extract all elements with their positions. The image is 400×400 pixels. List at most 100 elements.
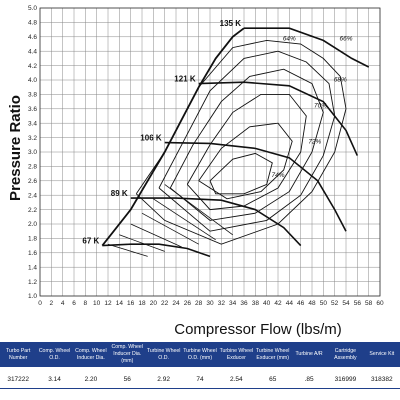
x-tick-label: 4 — [61, 300, 65, 307]
spec-header-cell: Service Kit — [363, 342, 400, 367]
spec-table: Turbo Part Number Comp. Wheel O.D. Comp. W… — [0, 342, 400, 400]
y-tick-label: 3.6 — [28, 106, 37, 113]
x-tick-label: 38 — [252, 300, 260, 307]
x-tick-label: 50 — [320, 300, 328, 307]
spec-header-cell: Comp. Wheel Inducer Dia. — [72, 342, 110, 367]
spec-header-cell: Comp. Wheel Inducer Dia. (mm) — [109, 342, 146, 367]
x-tick-label: 34 — [229, 300, 237, 307]
x-axis-title: Compressor Flow (lbs/m) — [174, 321, 342, 338]
x-tick-label: 10 — [93, 300, 101, 307]
x-tick-label: 46 — [297, 300, 305, 307]
efficiency-islands — [135, 39, 347, 245]
spec-header-cell: Turbine Wheel Exducer — [218, 342, 255, 367]
x-tick-label: 32 — [218, 300, 226, 307]
y-tick-label: 3.0 — [28, 149, 37, 156]
speed-line-label: 121 K — [174, 75, 196, 84]
efficiency-label: 72% — [308, 138, 321, 145]
x-tick-label: 58 — [365, 300, 373, 307]
y-tick-label: 2.4 — [28, 192, 37, 199]
y-tick-label: 1.2 — [28, 279, 37, 286]
speed-line — [130, 197, 302, 247]
x-tick-label: 56 — [354, 300, 362, 307]
y-tick-labels: 1.0 1.2 1.4 1.6 1.8 2.0 2.2 2.4 2.6 2.8 3.0 3.2 3.4 3… — [28, 5, 37, 300]
spec-value-cell: 56 — [109, 371, 146, 389]
x-tick-label: 18 — [138, 300, 146, 307]
curve-labels: 67 K 89 K 106 K 121 K 135 K 64% 66% 68% 70% 72% 74… — [82, 19, 352, 245]
y-tick-label: 4.0 — [28, 77, 37, 84]
x-tick-label: 16 — [127, 300, 135, 307]
spec-value-cell: 2.20 — [72, 371, 110, 389]
x-tick-label: 8 — [84, 300, 88, 307]
x-tick-label: 12 — [104, 300, 112, 307]
y-tick-label: 2.8 — [28, 164, 37, 171]
spec-value-cell: 74 — [181, 371, 219, 389]
efficiency-label: 64% — [283, 35, 296, 42]
spec-value-cell: 3.14 — [36, 371, 73, 389]
grid — [39, 7, 381, 297]
spec-value-cell: 2.54 — [218, 371, 255, 389]
choke-line — [107, 243, 148, 257]
x-tick-label: 22 — [161, 300, 169, 307]
spec-value-cell: .85 — [290, 371, 328, 389]
y-tick-label: 2.0 — [28, 221, 37, 228]
speed-line — [102, 243, 211, 258]
spec-header-cell: Turbine A/R — [290, 342, 328, 367]
efficiency-label: 74% — [271, 172, 284, 179]
spec-header-cell: Turbine Wheel O.D. — [145, 342, 182, 367]
efficiency-island — [169, 68, 324, 221]
speed-line — [244, 27, 370, 68]
x-tick-label: 2 — [50, 300, 54, 307]
speed-line — [198, 81, 359, 156]
spec-value-cell: 316999 — [327, 371, 364, 389]
x-tick-label: 54 — [342, 300, 350, 307]
x-tick-label: 6 — [72, 300, 76, 307]
surge-line-path — [101, 27, 245, 247]
spec-header-cell: Turbine Wheel O.D. (mm) — [181, 342, 219, 367]
choke-line — [153, 198, 216, 241]
x-tick-label: 24 — [172, 300, 180, 307]
x-tick-label: 36 — [240, 300, 248, 307]
y-tick-label: 4.8 — [28, 20, 37, 27]
y-tick-label: 1.0 — [28, 293, 37, 300]
spec-header-cell: Turbo Part Number — [0, 342, 37, 367]
y-tick-label: 3.4 — [28, 120, 37, 127]
x-tick-label: 40 — [263, 300, 271, 307]
speed-line-label: 106 K — [140, 134, 162, 143]
x-tick-label: 60 — [376, 300, 384, 307]
y-tick-label: 5.0 — [28, 5, 37, 12]
choke-region-lines — [107, 184, 233, 257]
y-tick-label: 4.4 — [28, 48, 37, 55]
x-tick-label: 28 — [195, 300, 203, 307]
y-tick-label: 1.8 — [28, 236, 37, 243]
spec-value-cell: 2.92 — [145, 371, 182, 389]
y-tick-label: 2.6 — [28, 178, 37, 185]
spec-value-row: 317222 3.14 2.20 56 2.92 74 2.54 65.85 316999 318… — [0, 371, 400, 389]
y-tick-label: 4.6 — [28, 34, 37, 41]
x-tick-label: 52 — [331, 300, 339, 307]
x-tick-label: 42 — [274, 300, 282, 307]
efficiency-island — [186, 93, 307, 211]
spec-header-cell: Cartridge Assembly — [327, 342, 364, 367]
y-tick-label: 1.4 — [28, 264, 37, 271]
speed-line-label: 67 K — [82, 237, 99, 246]
spec-value-cell: 318382 — [363, 371, 400, 389]
y-tick-label: 3.8 — [28, 92, 37, 99]
x-tick-label: 0 — [38, 300, 42, 307]
y-axis-title: Pressure Ratio — [7, 95, 24, 201]
efficiency-label: 68% — [334, 76, 347, 83]
efficiency-island — [198, 122, 293, 200]
y-tick-label: 3.2 — [28, 135, 37, 142]
compressor-map: 0 2 4 6 8 10 12 14 16 18 20 22 24 26 28 30 32 34 36 38 40 42 4… — [7, 5, 384, 338]
x-tick-labels: 0 2 4 6 8 10 12 14 16 18 20 22 24 26 28 30 32 34 36 38 40 42 4… — [38, 300, 384, 307]
choke-line — [141, 212, 199, 245]
spec-header-row: Turbo Part Number Comp. Wheel O.D. Comp. W… — [0, 342, 400, 367]
choke-line — [119, 234, 165, 252]
x-tick-label: 44 — [286, 300, 294, 307]
spec-header-cell: Turbine Wheel Exducer (mm) — [254, 342, 291, 367]
x-tick-label: 14 — [116, 300, 124, 307]
speed-line — [164, 141, 347, 232]
efficiency-label: 70% — [314, 102, 327, 109]
efficiency-island — [135, 39, 347, 245]
efficiency-island — [209, 152, 273, 195]
choke-line — [130, 223, 182, 248]
